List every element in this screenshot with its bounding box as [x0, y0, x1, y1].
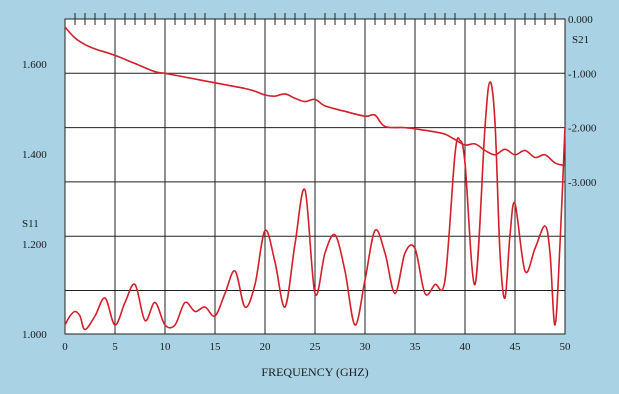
- x-tick-label: 10: [160, 341, 172, 353]
- x-tick-label: 15: [210, 341, 222, 353]
- series-line-s11: [64, 81, 566, 331]
- right-tick-label: 0.000: [568, 14, 593, 26]
- x-axis-label: FREQUENCY (GHZ): [261, 365, 368, 379]
- x-tick-label: 40: [460, 341, 472, 353]
- s21-ruler-ticks: [74, 13, 556, 25]
- x-tick-label: 30: [360, 341, 372, 353]
- x-tick-label: 20: [260, 341, 272, 353]
- right-tick-label: -3.000: [568, 177, 597, 189]
- right-axis-label: S21: [572, 34, 589, 46]
- right-tick-label: -1.000: [568, 68, 597, 80]
- series-layer: [64, 26, 566, 331]
- left-axis-label: S11: [22, 218, 39, 230]
- x-tick-label: 50: [560, 341, 572, 353]
- left-tick-label: 1.600: [22, 59, 47, 71]
- left-tick-label: 1.400: [22, 149, 47, 161]
- label-layer: 0 5 10 15 20 25 30 35 40 45 50 1.600 1.400 1.200 1.000…: [22, 14, 597, 353]
- x-tick-label: 25: [310, 341, 322, 353]
- x-tick-label: 0: [62, 341, 68, 353]
- right-tick-label: -2.000: [568, 123, 597, 135]
- x-tick-label: 35: [410, 341, 422, 353]
- series-line-s21: [64, 26, 566, 167]
- x-tick-label: 5: [112, 341, 118, 353]
- x-tick-label: 45: [510, 341, 522, 353]
- left-tick-label: 1.200: [22, 239, 47, 251]
- left-tick-label: 1.000: [22, 329, 47, 341]
